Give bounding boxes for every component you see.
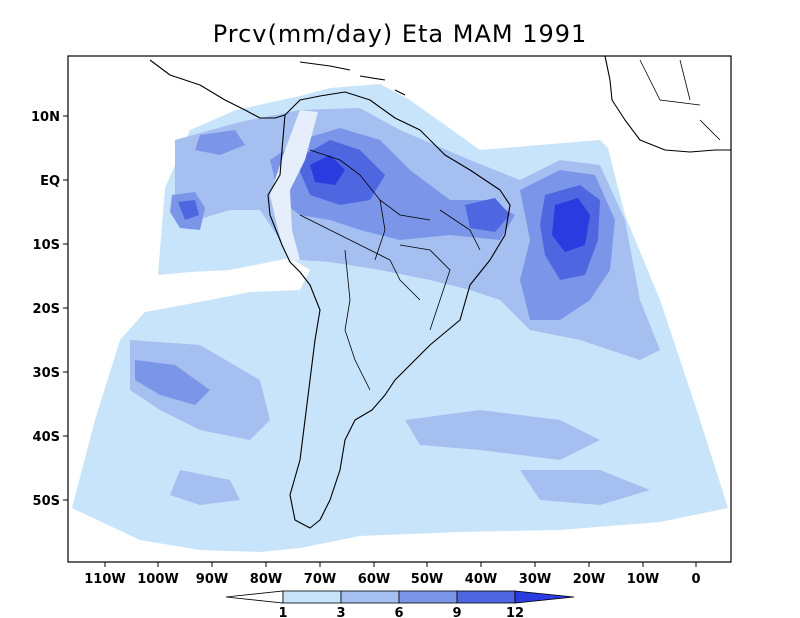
lon-label: 10W <box>627 572 659 587</box>
colorbar-label: 1 <box>278 606 287 618</box>
lat-label: 10N <box>31 110 60 125</box>
map-title: Prcv(mm/day) Eta MAM 1991 <box>213 20 588 48</box>
lat-label: 30S <box>33 366 60 381</box>
colorbar-segment-gt12 <box>514 590 575 604</box>
colorbar-segment-9-12 <box>456 590 516 604</box>
lon-label: 40W <box>465 572 497 587</box>
colorbar-segment-lt1 <box>225 590 284 604</box>
lon-label: 30W <box>519 572 551 587</box>
lon-label: 110W <box>84 572 125 587</box>
latitude-axis: 10N EQ 10S 20S 30S 40S 50S <box>31 110 68 509</box>
caribbean-islands <box>299 61 406 96</box>
lon-label: 0 <box>691 572 700 587</box>
lon-label: 20W <box>573 572 605 587</box>
colorbar-label: 12 <box>506 606 524 618</box>
precip-field-level-12 <box>310 155 590 252</box>
colorbar-label: 3 <box>336 606 345 618</box>
lat-label: 10S <box>33 238 60 253</box>
country-borders <box>299 59 721 391</box>
colorbar-segment-3-6 <box>340 590 400 604</box>
lon-label: 70W <box>304 572 336 587</box>
lon-label: 80W <box>250 572 282 587</box>
colorbar-label: 9 <box>452 606 461 618</box>
lon-label: 50W <box>411 572 443 587</box>
map-plot-area <box>67 55 732 563</box>
lat-label: 50S <box>33 494 60 509</box>
andes-highland <box>270 110 318 262</box>
south-america-coastline <box>267 91 511 529</box>
central-america-coastline <box>149 59 286 119</box>
lat-label: 40S <box>33 430 60 445</box>
colorbar-segment-6-9 <box>398 590 458 604</box>
colorbar-segment-1-3 <box>282 590 342 604</box>
plot-frame <box>67 55 732 563</box>
colorbar: 1 3 6 9 12 <box>225 590 575 618</box>
africa-coastline <box>604 55 731 153</box>
lon-label: 60W <box>358 572 390 587</box>
longitude-axis: 110W 100W 90W 80W 70W 60W 50W 40W 30W 20… <box>84 562 701 587</box>
lon-label: 100W <box>137 572 178 587</box>
lon-label: 90W <box>196 572 228 587</box>
colorbar-label: 6 <box>394 606 403 618</box>
lat-label: EQ <box>40 174 60 189</box>
lat-label: 20S <box>33 302 60 317</box>
